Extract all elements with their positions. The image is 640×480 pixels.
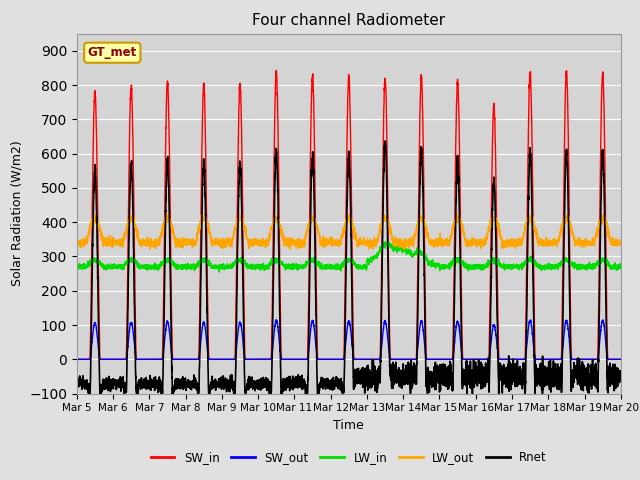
SW_out: [73, 357, 81, 362]
SW_in: [471, 357, 479, 362]
Rnet: [502, 370, 509, 375]
Legend: SW_in, SW_out, LW_in, LW_out, Rnet: SW_in, SW_out, LW_in, LW_out, Rnet: [146, 446, 552, 469]
LW_out: [616, 239, 624, 244]
LW_out: [452, 211, 460, 216]
SW_in: [171, 357, 179, 362]
Rnet: [73, 383, 81, 389]
SW_in: [617, 357, 625, 362]
Text: GT_met: GT_met: [88, 46, 137, 59]
LW_in: [617, 264, 625, 270]
Line: LW_in: LW_in: [77, 242, 621, 272]
SW_in: [273, 68, 280, 73]
Rnet: [171, 381, 179, 387]
Title: Four channel Radiometer: Four channel Radiometer: [252, 13, 445, 28]
LW_in: [616, 263, 624, 268]
Rnet: [441, 372, 449, 378]
Rnet: [381, 138, 388, 144]
LW_in: [381, 239, 389, 245]
SW_in: [441, 357, 449, 362]
LW_in: [441, 264, 449, 269]
Rnet: [168, 392, 176, 398]
LW_in: [471, 266, 479, 272]
Rnet: [471, 378, 479, 384]
LW_out: [73, 238, 81, 243]
LW_in: [329, 264, 337, 270]
Line: SW_in: SW_in: [77, 71, 621, 360]
LW_in: [73, 264, 81, 270]
LW_out: [328, 238, 336, 243]
LW_out: [171, 233, 179, 239]
LW_out: [502, 245, 509, 251]
SW_out: [441, 357, 449, 362]
SW_out: [471, 357, 479, 362]
SW_out: [617, 357, 625, 362]
SW_out: [273, 317, 280, 323]
Line: SW_out: SW_out: [77, 320, 621, 360]
Line: Rnet: Rnet: [77, 141, 621, 395]
X-axis label: Time: Time: [333, 419, 364, 432]
LW_in: [171, 264, 179, 269]
Rnet: [329, 387, 337, 393]
SW_in: [329, 357, 337, 362]
SW_out: [502, 357, 509, 362]
SW_out: [329, 357, 337, 362]
Y-axis label: Solar Radiation (W/m2): Solar Radiation (W/m2): [10, 141, 24, 287]
LW_out: [401, 247, 408, 252]
Line: LW_out: LW_out: [77, 214, 621, 250]
SW_out: [616, 357, 624, 362]
Rnet: [616, 374, 624, 380]
SW_out: [171, 357, 179, 362]
SW_in: [73, 357, 81, 362]
LW_out: [617, 240, 625, 246]
Rnet: [617, 370, 625, 375]
SW_in: [616, 357, 624, 362]
LW_out: [471, 241, 479, 247]
LW_in: [502, 262, 509, 267]
LW_in: [216, 269, 223, 275]
SW_in: [502, 357, 509, 362]
LW_out: [441, 241, 449, 247]
